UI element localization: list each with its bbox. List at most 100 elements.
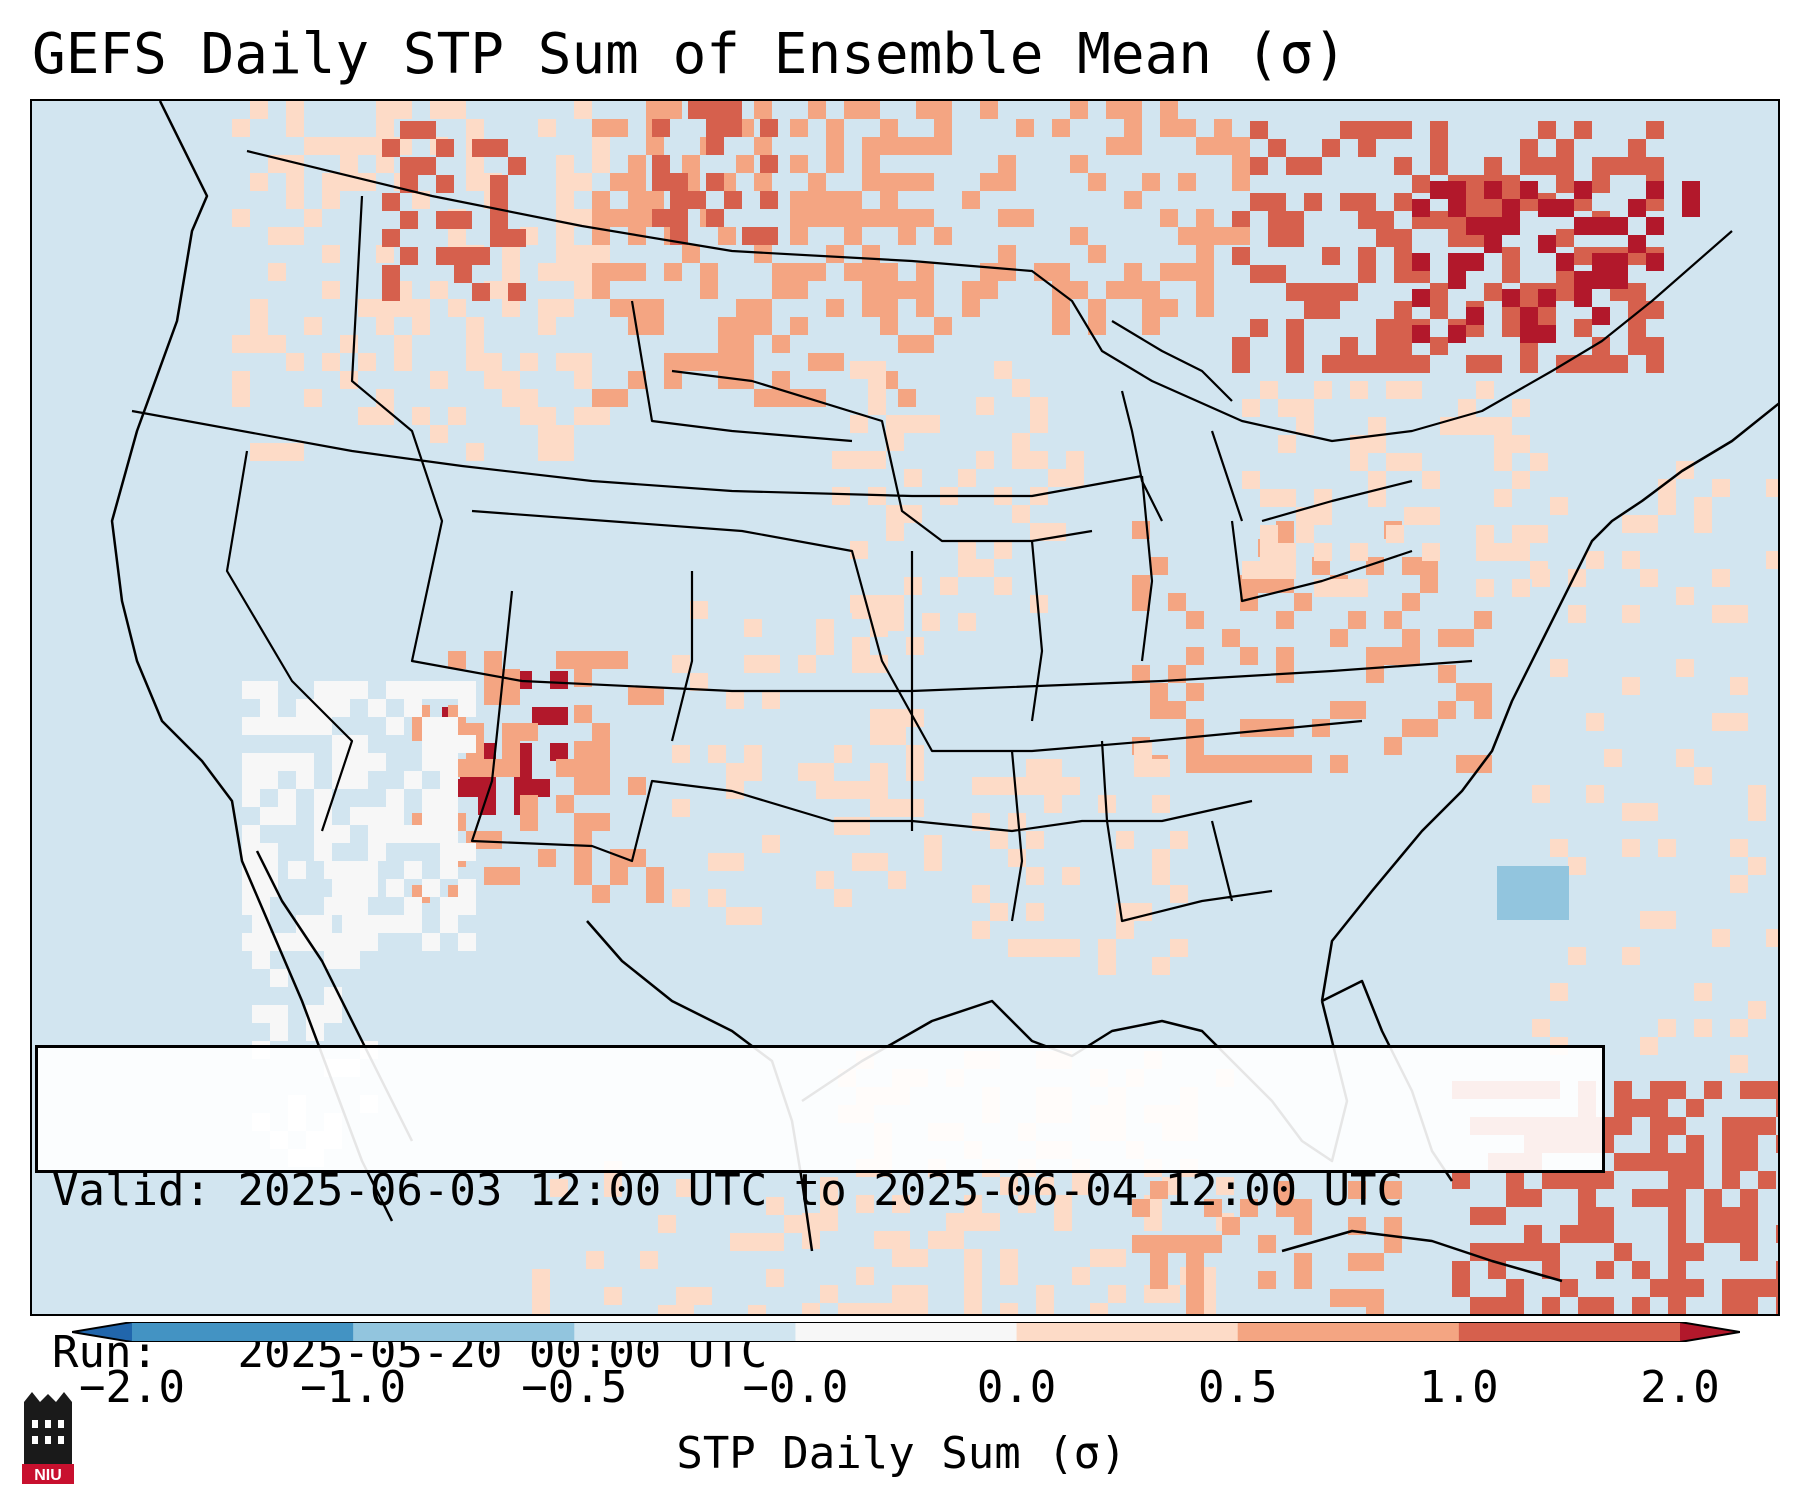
colorbar-segment (353, 1322, 575, 1342)
anomaly-cell-four-corners-high (550, 671, 568, 689)
anomaly-cell-mid-atlantic-moderate (1240, 755, 1258, 773)
anomaly-cell-southwest-dry (332, 879, 350, 897)
anomaly-cell-northern-rockies-mid (520, 353, 538, 371)
anomaly-cell-canadian-prairies (1142, 173, 1160, 191)
anomaly-cell-caribbean-high (1758, 1081, 1776, 1099)
anomaly-cell-southwest-dry (350, 681, 368, 699)
anomaly-cell-canadian-prairies (934, 119, 952, 137)
anomaly-cell-southwest-dry (360, 861, 378, 879)
anomaly-cell-northern-rockies-mid (1550, 839, 1568, 857)
anomaly-cell-caribbean-high (1668, 1117, 1686, 1135)
anomaly-cell-southwest-dry (252, 1005, 270, 1023)
anomaly-cell-northern-rockies-mid (1350, 435, 1368, 453)
anomaly-cell-northern-rockies-mid (1586, 713, 1604, 731)
anomaly-cell-northern-rockies-mid (556, 425, 574, 443)
anomaly-cell-southwest-dry (260, 753, 278, 771)
anomaly-cell-southwest-dry (422, 789, 440, 807)
anomaly-cell-great-lakes-canada-high (1268, 139, 1286, 157)
anomaly-cell-southwest-dry (386, 681, 404, 699)
anomaly-cell-four-corners-high (532, 707, 550, 725)
anomaly-cell-great-lakes-canada-high (1520, 283, 1538, 301)
anomaly-cell-southwest-dry (342, 915, 360, 933)
anomaly-cell-northern-rockies-mid (250, 173, 268, 191)
anomaly-cell-northern-rockies-high (760, 191, 778, 209)
anomaly-cell-northern-rockies-mid (574, 245, 592, 263)
anomaly-cell-northern-rockies-mid (376, 317, 394, 335)
anomaly-cell-southwest-dry (422, 681, 440, 699)
anomaly-cell-canadian-prairies (754, 173, 772, 191)
anomaly-cell-great-lakes-canada-high (1466, 193, 1484, 211)
anomaly-cell-gulf-moderate (856, 1195, 874, 1213)
anomaly-cell-northern-rockies-mid (976, 559, 994, 577)
anomaly-cell-northern-rockies-mid (870, 853, 888, 871)
anomaly-cell-canadian-prairies (682, 155, 700, 173)
anomaly-cell-northern-rockies-mid (868, 379, 886, 397)
anomaly-cell-northern-rockies-high (490, 175, 508, 193)
anomaly-cell-great-lakes-canada-high (1430, 139, 1448, 157)
anomaly-cell-canadian-prairies (646, 137, 664, 155)
anomaly-cell-northern-rockies-mid (1062, 777, 1080, 795)
anomaly-cell-caribbean-high (1686, 1279, 1704, 1297)
anomaly-cell-northern-rockies-mid (268, 335, 286, 353)
valid-value: 2025-06-03 12:00 UTC to 2025-06-04 12:00… (237, 1165, 1404, 1216)
anomaly-cell-northern-rockies-high (418, 157, 436, 175)
anomaly-cell-gulf-moderate (1000, 1249, 1018, 1267)
anomaly-cell-canadian-prairies (502, 759, 520, 777)
anomaly-cell-northern-rockies-mid (304, 209, 322, 227)
anomaly-cell-caribbean-high (1668, 1189, 1686, 1207)
anomaly-cell-caribbean-high (1560, 1225, 1578, 1243)
anomaly-cell-canadian-prairies (998, 209, 1016, 227)
anomaly-cell-canadian-prairies (520, 723, 538, 741)
anomaly-cell-northern-rockies-mid (834, 889, 852, 907)
anomaly-cell-canadian-prairies (502, 723, 520, 741)
anomaly-cell-canadian-prairies (628, 191, 646, 209)
anomaly-cell-canadian-prairies (628, 687, 646, 705)
anomaly-cell-southwest-dry (306, 933, 324, 951)
anomaly-cell-canadian-prairies (574, 813, 592, 831)
anomaly-cell-canadian-prairies (646, 317, 664, 335)
anomaly-cell-northern-rockies-mid (1242, 561, 1260, 579)
anomaly-cell-canadian-prairies (916, 263, 934, 281)
anomaly-cell-carolina-coast-low (1551, 866, 1569, 884)
anomaly-cell-northern-rockies-mid (1748, 857, 1766, 875)
anomaly-cell-great-lakes-canada-high (1592, 157, 1610, 175)
anomaly-cell-northern-rockies-mid (816, 781, 834, 799)
colorbar-tick-label: −2.0 (79, 1362, 185, 1413)
anomaly-cell-canadian-prairies (610, 389, 628, 407)
anomaly-cell-great-lakes-canada-high (1484, 355, 1502, 373)
anomaly-cell-northern-rockies-mid (958, 469, 976, 487)
anomaly-cell-caribbean-high (1650, 1099, 1668, 1117)
anomaly-cell-northern-rockies-mid (1512, 435, 1530, 453)
anomaly-cell-northern-rockies-mid (574, 407, 592, 425)
anomaly-cell-canadian-prairies (1088, 245, 1106, 263)
anomaly-cell-great-lakes-canada-high (1268, 265, 1286, 283)
anomaly-cell-northern-rockies-mid (1278, 489, 1296, 507)
anomaly-cell-caribbean-high (1776, 1225, 1778, 1243)
anomaly-cell-northern-rockies-mid (690, 673, 708, 691)
anomaly-cell-canadian-prairies (862, 173, 880, 191)
anomaly-cell-northern-rockies-mid (1260, 561, 1278, 579)
anomaly-cell-mid-atlantic-moderate (1330, 1289, 1348, 1307)
anomaly-cell-mid-atlantic-moderate (1240, 575, 1258, 593)
anomaly-cell-northern-rockies-mid (1026, 831, 1044, 849)
anomaly-cell-northern-rockies-mid (466, 119, 484, 137)
anomaly-cell-southwest-dry (422, 735, 440, 753)
anomaly-cell-northern-rockies-high (508, 229, 526, 247)
anomaly-cell-canadian-prairies (592, 281, 610, 299)
anomaly-cell-northern-rockies-mid (358, 407, 376, 425)
anomaly-cell-great-lakes-canada-high (1358, 211, 1376, 229)
anomaly-cell-caribbean-high (1740, 1207, 1758, 1225)
anomaly-cell-great-lakes-canada-high (1268, 211, 1286, 229)
anomaly-cell-carolina-coast-low (1497, 884, 1515, 902)
anomaly-cell-northern-rockies-mid (1152, 759, 1170, 777)
anomaly-cell-caribbean-high (1452, 1261, 1470, 1279)
anomaly-cell-canadian-prairies (1160, 263, 1178, 281)
anomaly-cell-northern-rockies-high (652, 173, 670, 191)
anomaly-cell-great-lakes-canada-high (1556, 283, 1574, 301)
anomaly-cell-northern-rockies-high (382, 229, 400, 247)
anomaly-cell-canadian-prairies (1196, 227, 1214, 245)
anomaly-cell-quebec-maritimes (1520, 181, 1538, 199)
anomaly-cell-northern-rockies-mid (286, 155, 304, 173)
anomaly-cell-northern-rockies-mid (1622, 515, 1640, 533)
anomaly-cell-canadian-prairies (998, 173, 1016, 191)
